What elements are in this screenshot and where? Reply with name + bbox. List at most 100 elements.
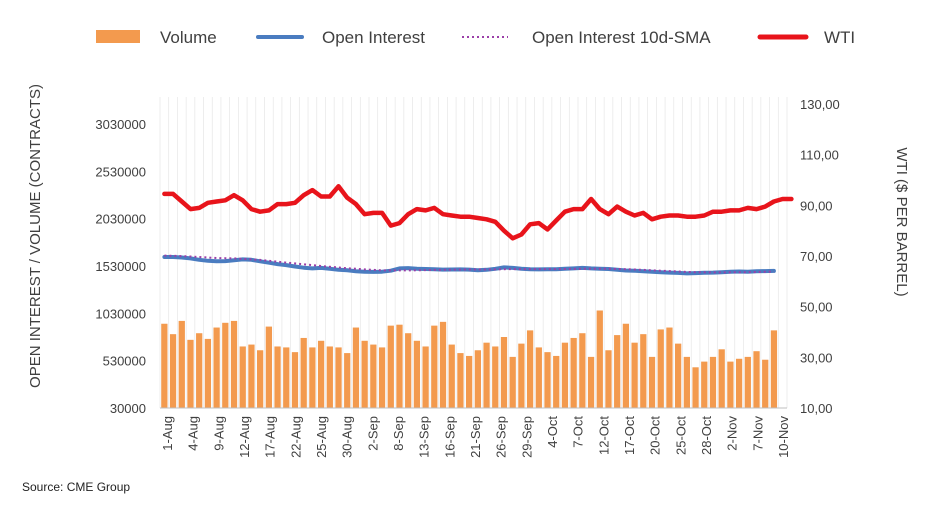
- volume-bar: [361, 340, 368, 408]
- volume-bar: [657, 329, 664, 408]
- volume-bar: [317, 340, 325, 408]
- volume-bar: [370, 344, 377, 408]
- x-tick-label: 2-Sep: [365, 416, 380, 451]
- volume-bar: [326, 346, 333, 408]
- volume-bar: [474, 350, 481, 408]
- legend-wti-label: WTI: [824, 28, 855, 47]
- x-tick-label: 28-Oct: [699, 416, 714, 455]
- volume-bar: [701, 361, 708, 408]
- x-tick-label: 1-Aug: [160, 416, 175, 451]
- x-tick-label: 2-Nov: [725, 416, 740, 451]
- wti-line: [162, 184, 794, 241]
- x-tick-label: 9-Aug: [211, 416, 226, 451]
- x-tick-label: 29-Sep: [519, 416, 534, 458]
- volume-bar: [274, 346, 281, 408]
- volume-bar: [718, 349, 725, 408]
- volume-bar: [605, 350, 612, 408]
- x-tick-label: 12-Aug: [237, 416, 252, 458]
- x-tick-label: 10-Nov: [776, 416, 791, 458]
- volume-bar: [161, 323, 168, 408]
- volume-bar: [518, 343, 525, 408]
- y-axis-left-title: OPEN INTEREST / VOLUME (CONTRACTS): [27, 84, 44, 388]
- volume-bar: [648, 356, 656, 408]
- x-tick-label: 22-Aug: [288, 416, 303, 458]
- volume-bar: [614, 335, 621, 408]
- volume-bar: [265, 326, 272, 408]
- x-tick-label: 17-Oct: [622, 416, 637, 455]
- volume-bar: [666, 327, 673, 408]
- volume-bar: [631, 342, 638, 408]
- y-left-tick-label: 3030000: [95, 117, 146, 132]
- volume-bars: [161, 310, 778, 408]
- volume-bar: [187, 339, 194, 408]
- volume-bar: [248, 344, 255, 408]
- volume-bar: [683, 356, 690, 408]
- x-tick-label: 26-Sep: [494, 416, 509, 458]
- legend: Volume Open Interest Open Interest 10d-S…: [96, 28, 855, 47]
- legend-sma-label: Open Interest 10d-SMA: [532, 28, 711, 47]
- volume-bar: [422, 346, 429, 408]
- volume-bar: [300, 337, 307, 408]
- volume-bar: [675, 343, 682, 408]
- volume-bar: [483, 342, 490, 408]
- legend-volume-swatch: [96, 30, 140, 43]
- volume-bar: [622, 323, 630, 408]
- volume-bar: [378, 347, 386, 408]
- x-tick-label: 30-Aug: [340, 416, 355, 458]
- legend-open-interest-label: Open Interest: [322, 28, 425, 47]
- y-left-tick-label: 30000: [110, 401, 146, 416]
- y-left-tick-label: 2030000: [95, 212, 146, 227]
- volume-bar: [744, 356, 751, 408]
- x-tick-label: 7-Nov: [750, 416, 765, 451]
- volume-bar: [230, 320, 238, 408]
- y-right-tick-label: 90,00: [800, 198, 833, 213]
- x-tick-label: 4-Oct: [545, 416, 560, 448]
- y-right-tick-label: 10,00: [800, 401, 833, 416]
- volume-bar: [709, 356, 717, 408]
- y-left-tick-label: 2530000: [95, 164, 146, 179]
- y-left-tick-label: 1530000: [95, 259, 146, 274]
- series-lines: [162, 184, 794, 276]
- open-interest-sma-line: [164, 254, 774, 274]
- volume-bar: [579, 333, 586, 408]
- volume-bar: [335, 347, 342, 408]
- volume-bar: [291, 352, 299, 408]
- volume-bar: [309, 347, 316, 408]
- volume-bar: [492, 346, 499, 408]
- volume-bar: [222, 322, 229, 408]
- volume-bar: [596, 310, 603, 408]
- volume-bar: [553, 355, 560, 408]
- volume-bar: [535, 347, 542, 408]
- source-note: Source: CME Group: [22, 480, 131, 494]
- gridlines: [159, 97, 788, 408]
- x-tick-label: 4-Aug: [186, 416, 201, 451]
- volume-bar: [196, 333, 203, 408]
- volume-bar: [762, 359, 769, 408]
- y-axis-right: 10,00 30,00 50,00 70,00 90,00 110,00 130,00: [800, 97, 840, 416]
- volume-bar: [692, 367, 699, 408]
- volume-bar: [500, 337, 508, 408]
- x-axis-ticks: 1-Aug 4-Aug 9-Aug 12-Aug 17-Aug 22-Aug 25-Aug 3…: [160, 416, 791, 458]
- y-right-tick-label: 110,00: [800, 148, 839, 163]
- volume-bar: [439, 321, 447, 408]
- volume-bar: [413, 340, 421, 408]
- volume-bar: [213, 327, 220, 408]
- y-left-tick-label: 1030000: [95, 306, 146, 321]
- volume-bar: [640, 334, 647, 408]
- volume-bar: [727, 361, 734, 408]
- x-tick-label: 8-Sep: [391, 416, 406, 451]
- volume-bar: [561, 342, 569, 408]
- volume-bar: [283, 347, 290, 408]
- y-right-tick-label: 50,00: [800, 300, 833, 315]
- y-axis-left: 30000 530000 1030000 1530000 2030000 2530000 3…: [95, 117, 146, 416]
- volume-bar: [587, 356, 595, 408]
- x-tick-label: 20-Oct: [648, 416, 663, 455]
- volume-bar: [178, 320, 185, 408]
- x-tick-label: 25-Oct: [673, 416, 688, 455]
- volume-bar: [448, 344, 455, 408]
- y-right-tick-label: 70,00: [800, 249, 833, 264]
- volume-bar: [344, 353, 351, 408]
- volume-bar: [352, 327, 360, 408]
- volume-bar: [204, 338, 212, 408]
- y-right-tick-label: 30,00: [800, 350, 833, 365]
